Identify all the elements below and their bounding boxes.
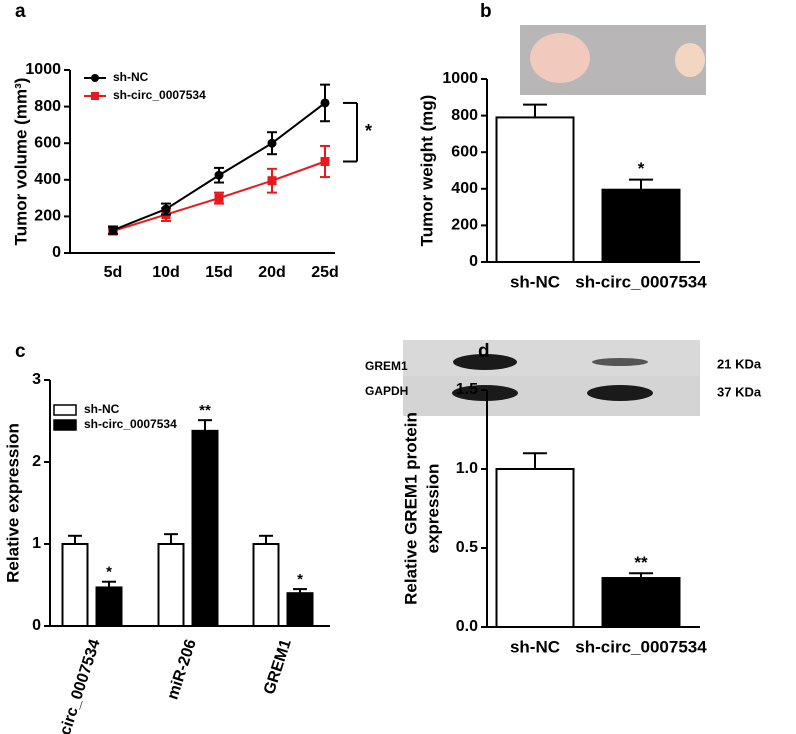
x-tick-label: 5d bbox=[104, 264, 123, 281]
y-tick-label: 0.5 bbox=[456, 539, 478, 556]
y-tick-label: 1.0 bbox=[456, 460, 478, 477]
significance-label: * bbox=[638, 159, 645, 178]
x-tick-label: circ_0007534 bbox=[57, 637, 104, 734]
x-tick-label: 10d bbox=[152, 264, 180, 281]
legend-label: sh-NC bbox=[113, 70, 149, 84]
blot-strip bbox=[403, 376, 700, 416]
bar bbox=[61, 543, 89, 627]
panel-label: a bbox=[15, 1, 26, 22]
y-tick-label: 3 bbox=[32, 371, 41, 388]
significance-label: * bbox=[297, 571, 303, 588]
y-tick-label: 600 bbox=[34, 134, 61, 151]
blot-protein-label: GAPDH bbox=[365, 384, 408, 398]
significance-label: ** bbox=[199, 402, 211, 419]
panel-label: b bbox=[480, 1, 492, 22]
bar bbox=[601, 188, 681, 263]
y-tick-label: 1.5 bbox=[456, 381, 478, 398]
y-axis-label: Tumor volume (mm³) bbox=[11, 78, 30, 246]
y-tick-label: 2 bbox=[32, 453, 41, 470]
marker bbox=[320, 157, 330, 166]
panel-label: c bbox=[15, 341, 26, 362]
x-tick-label: GREM1 bbox=[261, 637, 295, 696]
blot-size-label: 21 KDa bbox=[717, 356, 762, 371]
x-tick-label: 25d bbox=[311, 264, 339, 281]
y-axis-label: expression bbox=[423, 464, 442, 554]
blot-band bbox=[452, 385, 518, 401]
marker bbox=[161, 204, 171, 214]
bar bbox=[495, 468, 575, 628]
marker bbox=[108, 225, 118, 235]
bar bbox=[495, 116, 575, 264]
x-tick-label: sh-NC bbox=[510, 272, 560, 291]
bar bbox=[191, 429, 219, 627]
significance-label: * bbox=[365, 121, 372, 141]
legend-label: sh-circ_0007534 bbox=[84, 417, 177, 431]
y-axis-label: Relative expression bbox=[3, 423, 22, 583]
bar bbox=[95, 586, 123, 628]
y-tick-label: 1000 bbox=[25, 61, 61, 78]
x-tick-label: 20d bbox=[258, 264, 286, 281]
tumor bbox=[530, 33, 590, 83]
y-tick-label: 0.0 bbox=[456, 618, 478, 635]
bar bbox=[157, 543, 185, 627]
y-axis-label: Relative GREM1 protein bbox=[401, 412, 420, 605]
y-tick-label: 600 bbox=[451, 143, 478, 160]
bar bbox=[601, 577, 681, 629]
tumor bbox=[675, 43, 705, 77]
blot-strip bbox=[403, 340, 700, 376]
bar bbox=[252, 543, 280, 627]
legend-marker bbox=[91, 74, 99, 82]
blot-size-label: 37 KDa bbox=[717, 384, 762, 399]
y-tick-label: 0 bbox=[52, 244, 61, 261]
y-tick-label: 400 bbox=[34, 171, 61, 188]
blot-band bbox=[453, 354, 517, 370]
marker bbox=[267, 138, 277, 148]
blot-band bbox=[587, 385, 653, 401]
y-tick-label: 1000 bbox=[442, 70, 478, 87]
marker bbox=[214, 170, 224, 180]
x-tick-label: sh-circ_0007534 bbox=[575, 637, 707, 656]
marker bbox=[320, 98, 330, 108]
y-tick-label: 1 bbox=[32, 535, 41, 552]
western-blot bbox=[403, 340, 700, 416]
panel-label: d bbox=[478, 341, 490, 362]
marker bbox=[214, 193, 224, 203]
marker bbox=[267, 176, 277, 186]
significance-label: * bbox=[106, 564, 112, 581]
legend-label: sh-circ_0007534 bbox=[113, 88, 206, 102]
x-tick-label: 15d bbox=[205, 264, 233, 281]
blot-band bbox=[592, 358, 648, 366]
tumor-photo bbox=[520, 25, 706, 95]
y-tick-label: 400 bbox=[451, 180, 478, 197]
legend-marker bbox=[91, 92, 99, 100]
significance-label: ** bbox=[634, 553, 648, 572]
y-tick-label: 800 bbox=[451, 107, 478, 124]
legend-swatch bbox=[53, 404, 77, 416]
blot-protein-label: GREM1 bbox=[365, 359, 408, 373]
y-tick-label: 0 bbox=[32, 617, 41, 634]
x-tick-label: miR-206 bbox=[164, 637, 199, 702]
legend-swatch bbox=[53, 419, 77, 431]
y-tick-label: 0 bbox=[469, 253, 478, 270]
x-tick-label: sh-NC bbox=[510, 637, 560, 656]
y-axis-label: Tumor weight (mg) bbox=[417, 95, 436, 247]
x-tick-label: sh-circ_0007534 bbox=[575, 272, 707, 291]
y-tick-label: 200 bbox=[34, 208, 61, 225]
series-line bbox=[112, 102, 326, 232]
y-tick-label: 800 bbox=[34, 98, 61, 115]
y-tick-label: 200 bbox=[451, 217, 478, 234]
bar bbox=[286, 592, 314, 628]
legend-label: sh-NC bbox=[84, 402, 120, 416]
